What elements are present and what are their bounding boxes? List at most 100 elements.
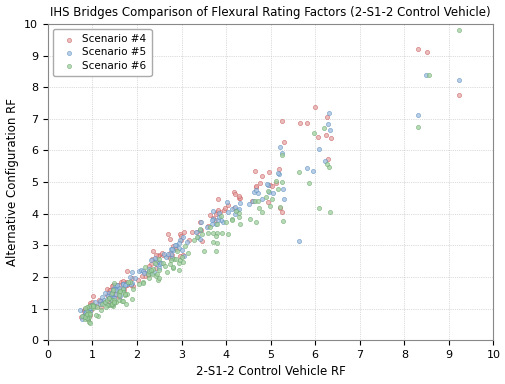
Scenario #4 — [311, 104, 319, 111]
Scenario #4 — [84, 305, 92, 311]
Scenario #5 — [119, 287, 127, 293]
Scenario #5 — [95, 298, 104, 304]
Scenario #4 — [267, 183, 275, 189]
Scenario #5 — [169, 247, 177, 253]
Scenario #4 — [151, 258, 159, 265]
Scenario #5 — [157, 260, 165, 266]
Scenario #4 — [116, 278, 124, 285]
Scenario #6 — [148, 266, 157, 272]
Scenario #6 — [108, 302, 116, 308]
Scenario #6 — [162, 268, 170, 275]
Scenario #5 — [182, 239, 190, 245]
Scenario #6 — [228, 217, 236, 223]
Scenario #5 — [83, 315, 91, 321]
Scenario #5 — [84, 311, 92, 317]
Scenario #5 — [90, 299, 98, 305]
Scenario #6 — [212, 248, 220, 254]
Scenario #6 — [109, 287, 117, 293]
Scenario #5 — [175, 245, 183, 251]
Scenario #5 — [97, 294, 106, 300]
Scenario #6 — [155, 275, 163, 281]
Scenario #5 — [155, 258, 163, 265]
Scenario #6 — [118, 298, 126, 305]
Scenario #4 — [115, 282, 123, 288]
Scenario #5 — [193, 234, 201, 240]
Scenario #6 — [294, 169, 302, 175]
Scenario #6 — [108, 290, 116, 296]
Scenario #4 — [184, 237, 192, 243]
Scenario #6 — [193, 234, 201, 240]
Scenario #4 — [176, 237, 184, 243]
Scenario #4 — [115, 286, 123, 293]
Scenario #5 — [149, 268, 158, 275]
Scenario #4 — [87, 303, 95, 309]
Scenario #6 — [122, 301, 130, 307]
Scenario #6 — [236, 221, 244, 227]
Scenario #4 — [86, 302, 94, 308]
Scenario #4 — [87, 307, 95, 313]
Scenario #6 — [93, 313, 102, 319]
Scenario #6 — [154, 277, 162, 283]
Scenario #5 — [235, 206, 243, 212]
Scenario #4 — [140, 273, 148, 279]
Scenario #5 — [274, 170, 282, 176]
Scenario #5 — [143, 268, 152, 275]
Scenario #6 — [138, 279, 146, 285]
Scenario #5 — [422, 72, 430, 78]
Scenario #5 — [78, 316, 86, 322]
Scenario #4 — [87, 304, 95, 310]
Scenario #4 — [88, 293, 96, 299]
Scenario #4 — [213, 210, 221, 216]
Scenario #6 — [108, 301, 116, 307]
Scenario #5 — [177, 247, 185, 253]
Scenario #6 — [204, 230, 212, 236]
Scenario #4 — [144, 263, 153, 269]
Scenario #6 — [176, 257, 184, 263]
Scenario #6 — [110, 299, 118, 305]
Scenario #5 — [274, 170, 282, 177]
Scenario #4 — [176, 233, 184, 239]
Scenario #5 — [249, 189, 257, 195]
Scenario #4 — [106, 296, 114, 302]
Scenario #6 — [148, 271, 156, 277]
Scenario #5 — [209, 208, 217, 214]
Scenario #4 — [196, 219, 204, 225]
Scenario #5 — [275, 144, 283, 150]
Scenario #5 — [79, 313, 87, 319]
Scenario #5 — [231, 204, 239, 210]
Scenario #5 — [101, 290, 109, 296]
Scenario #6 — [84, 314, 92, 320]
Scenario #4 — [105, 298, 113, 305]
Scenario #4 — [119, 280, 127, 286]
Scenario #5 — [217, 217, 225, 223]
Scenario #5 — [85, 311, 93, 317]
Scenario #6 — [147, 267, 155, 273]
Scenario #6 — [112, 299, 120, 305]
Scenario #5 — [263, 181, 271, 187]
Scenario #4 — [109, 283, 117, 289]
Scenario #5 — [212, 221, 220, 227]
Scenario #5 — [170, 242, 178, 248]
Scenario #6 — [83, 311, 91, 317]
Scenario #4 — [86, 312, 94, 318]
Scenario #5 — [113, 285, 121, 291]
Scenario #6 — [183, 250, 191, 256]
Scenario #4 — [264, 199, 272, 205]
Scenario #4 — [255, 179, 263, 185]
Scenario #4 — [321, 132, 329, 138]
Scenario #6 — [80, 316, 88, 322]
Scenario #6 — [263, 188, 271, 194]
Scenario #4 — [220, 207, 228, 213]
Scenario #5 — [295, 238, 303, 244]
Scenario #6 — [88, 302, 96, 308]
Scenario #5 — [85, 305, 93, 311]
Scenario #4 — [159, 252, 167, 258]
Scenario #5 — [191, 229, 199, 235]
Scenario #6 — [276, 204, 284, 210]
Scenario #4 — [151, 252, 159, 258]
Scenario #4 — [149, 248, 157, 255]
Scenario #6 — [234, 210, 242, 217]
Scenario #4 — [108, 291, 116, 298]
Scenario #5 — [88, 302, 96, 308]
Scenario #6 — [166, 261, 174, 267]
